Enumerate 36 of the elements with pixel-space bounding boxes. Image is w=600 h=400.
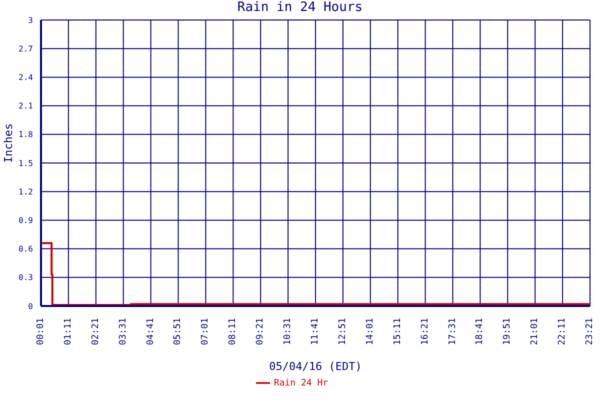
x-tick-label: 23:21 bbox=[585, 318, 595, 346]
x-tick-label: 05:51 bbox=[173, 318, 184, 346]
x-tick-label: 10:31 bbox=[283, 318, 294, 346]
chart-title: Rain in 24 Hours bbox=[236, 0, 364, 15]
x-tick-label: 15:11 bbox=[392, 318, 403, 346]
x-tick-label: 18:41 bbox=[475, 318, 486, 346]
y-tick-label: 0 bbox=[28, 302, 34, 311]
x-tick-label: 16:21 bbox=[420, 318, 430, 346]
x-tick-label: 09:21 bbox=[256, 318, 266, 346]
x-tick-label: 19:51 bbox=[502, 318, 513, 346]
x-tick-label: 02:21 bbox=[90, 318, 101, 346]
x-tick-label: 07:01 bbox=[200, 318, 211, 346]
x-tick-label: 01:11 bbox=[63, 318, 74, 346]
y-tick-label: 3 bbox=[28, 16, 34, 25]
y-tick-label: 2.7 bbox=[18, 44, 34, 54]
x-tick-label: 22:11 bbox=[558, 318, 568, 346]
x-tick-label: 17:31 bbox=[448, 318, 458, 346]
y-tick-label: 1.5 bbox=[18, 158, 34, 168]
y-axis-title: Inches bbox=[2, 123, 15, 163]
x-tick-label: 03:31 bbox=[118, 318, 128, 346]
y-tick-label: 0.3 bbox=[18, 273, 34, 282]
x-tick-label: 00:01 bbox=[36, 318, 46, 346]
x-tick-label: 21:01 bbox=[530, 318, 540, 346]
y-tick-label: 2.1 bbox=[18, 102, 34, 111]
y-tick-label: 0.9 bbox=[18, 216, 34, 226]
x-tick-label: 08:11 bbox=[228, 318, 238, 346]
x-axis-title: 05/04/16 (EDT) bbox=[269, 360, 362, 373]
y-tick-label: 0.6 bbox=[18, 244, 34, 254]
x-tick-label: 12:51 bbox=[338, 318, 348, 346]
x-tick-label: 04:41 bbox=[146, 318, 156, 346]
y-tick-label: 1.8 bbox=[18, 130, 34, 140]
x-tick-label: 11:41 bbox=[310, 318, 320, 346]
y-tick-label: 2.4 bbox=[18, 73, 34, 82]
legend-label: Rain 24 Hr bbox=[274, 378, 328, 388]
x-tick-label: 14:01 bbox=[365, 318, 376, 346]
y-tick-label: 1.2 bbox=[18, 187, 34, 196]
